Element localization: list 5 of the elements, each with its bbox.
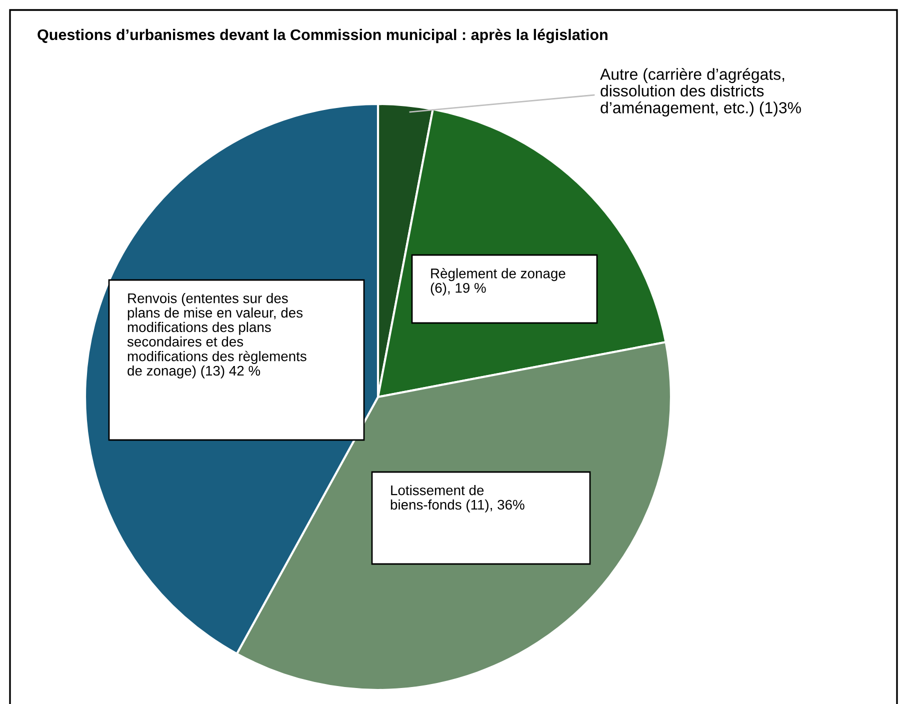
slice-label: Lotissement de biens-fonds (11), 36% — [390, 485, 524, 512]
slice-label: Renvois (ententes sur des plans de mise en valeur, des modifications des plans secondaires et des modifications des règlements de zonage) (13) 42 % — [127, 293, 306, 378]
chart-title: Questions d’urbanismes devant la Commission municipal : après la législation — [38, 28, 608, 44]
slice-label: Autre (carrière d’agrégats, dissolution des districts d’aménagement, etc.) (1)3% — [600, 68, 801, 117]
slice-label: Règlement de zonage (6), 19 % — [430, 268, 566, 296]
